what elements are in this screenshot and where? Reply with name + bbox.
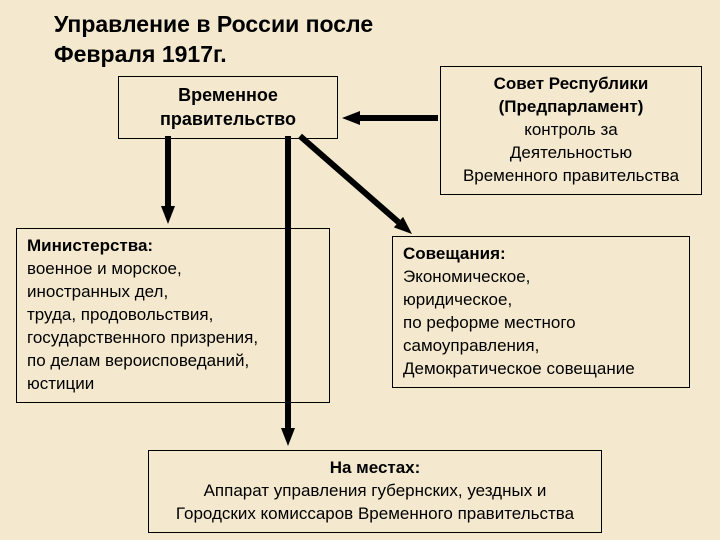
local-body: Аппарат управления губернских, уездных и… [176, 481, 574, 523]
gov-line2: правительство [160, 109, 296, 129]
soviet-h2: (Предпарламент) [499, 97, 644, 116]
meetings-body: Экономическое,юридическое,по реформе мес… [403, 267, 635, 378]
diagram-title: Управление в России после Февраля 1917г. [54, 10, 373, 70]
soviet-h1: Совет Республики [494, 74, 649, 93]
ministries-h: Министерства: [27, 236, 153, 255]
gov-line1: Временное [178, 85, 278, 105]
local-h: На местах: [330, 458, 421, 477]
title-line1: Управление в России после [54, 11, 373, 37]
ministries-body: военное и морское,иностранных дел,труда,… [27, 259, 258, 393]
title-line2: Февраля 1917г. [54, 41, 227, 67]
node-soviet-republic: Совет Республики (Предпарламент) контрол… [440, 66, 702, 195]
meetings-h: Совещания: [403, 244, 506, 263]
node-provisional-government: Временное правительство [118, 76, 338, 139]
node-local: На местах: Аппарат управления губернских… [148, 450, 602, 533]
soviet-body: контроль заДеятельностьюВременного прави… [463, 120, 679, 185]
node-ministries: Министерства: военное и морское,иностран… [16, 228, 330, 403]
node-meetings: Совещания: Экономическое,юридическое,по … [392, 236, 690, 388]
